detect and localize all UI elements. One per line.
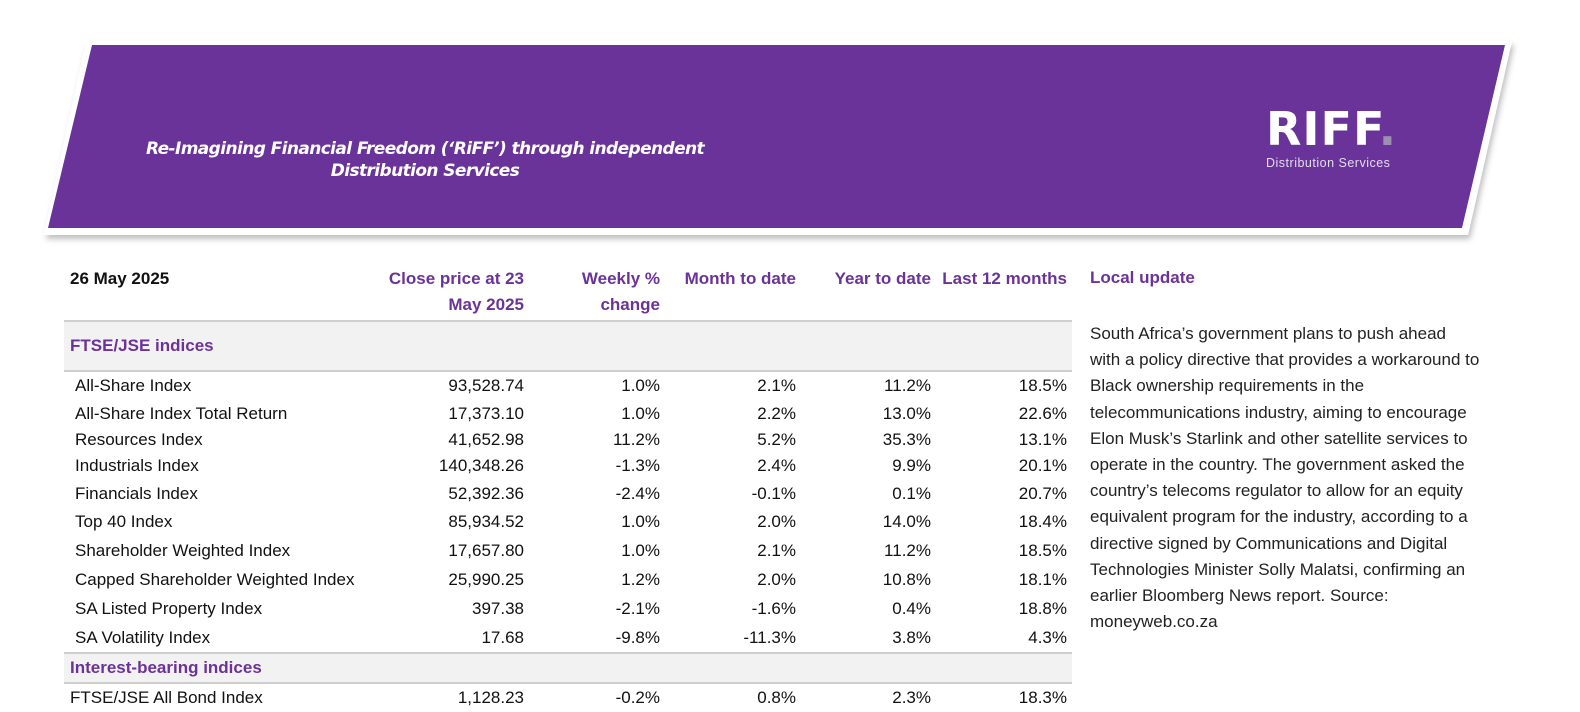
table-header: 26 May 2025 Close price at 23 May 2025 We… — [64, 262, 1072, 322]
row-close: 85,934.52 — [448, 512, 524, 531]
row-ytd: 3.8% — [892, 628, 931, 647]
table-row: Shareholder Weighted Index 17,657.80 1.0… — [64, 537, 1072, 566]
row-mtd: 0.8% — [757, 688, 796, 707]
col-year-to-date: Year to date — [834, 269, 931, 288]
table-row: SA Volatility Index 17.68 -9.8% -11.3% 3… — [64, 624, 1072, 652]
row-close: 93,528.74 — [448, 376, 524, 395]
row-weekly: 1.0% — [621, 512, 660, 531]
row-mtd: 2.1% — [757, 541, 796, 560]
row-weekly: -2.4% — [615, 484, 660, 503]
row-name: All-Share Index Total Return — [75, 404, 288, 423]
row-name: Shareholder Weighted Index — [75, 541, 291, 560]
row-ytd: 2.3% — [892, 688, 931, 707]
col-close-price: Close price at 23 May 2025 — [388, 269, 524, 314]
table-row: Industrials Index 140,348.26 -1.3% 2.4% … — [64, 452, 1072, 480]
market-table: 26 May 2025 Close price at 23 May 2025 We… — [64, 262, 1072, 712]
row-ytd: 0.4% — [892, 599, 931, 618]
row-close: 140,348.26 — [438, 456, 524, 475]
row-weekly: -0.2% — [615, 688, 660, 707]
row-name: Capped Shareholder Weighted Index — [75, 570, 355, 589]
local-update-panel: Local update South Africa’s government p… — [1090, 262, 1480, 635]
logo-dot: . — [1378, 102, 1398, 156]
row-name: Industrials Index — [75, 456, 199, 475]
row-close: 25,990.25 — [448, 570, 524, 589]
table-row: Top 40 Index 85,934.52 1.0% 2.0% 14.0% 1… — [64, 508, 1072, 537]
row-mtd: 2.0% — [757, 570, 796, 589]
row-weekly: -2.1% — [615, 599, 660, 618]
local-update-title: Local update — [1090, 268, 1195, 287]
row-mtd: -1.6% — [751, 599, 796, 618]
table-row: FTSE/JSE All Bond Index 1,128.23 -0.2% 0… — [64, 684, 1072, 712]
row-l12m: 18.5% — [1018, 376, 1067, 395]
row-l12m: 4.3% — [1028, 628, 1067, 647]
row-l12m: 20.1% — [1018, 456, 1067, 475]
row-mtd: 5.2% — [757, 430, 796, 449]
row-weekly: -1.3% — [615, 456, 660, 475]
row-l12m: 18.4% — [1018, 512, 1067, 531]
row-l12m: 22.6% — [1018, 404, 1067, 423]
logo-word: RIFF — [1266, 102, 1379, 156]
col-last-12-months: Last 12 months — [942, 269, 1067, 288]
table-row: All-Share Index 93,528.74 1.0% 2.1% 11.2… — [64, 372, 1072, 400]
row-ytd: 13.0% — [882, 404, 931, 423]
row-name: Financials Index — [75, 484, 198, 503]
row-weekly: 1.0% — [621, 376, 660, 395]
row-weekly: 1.0% — [621, 541, 660, 560]
section-ftse-jse-indices: FTSE/JSE indices — [64, 322, 1072, 372]
row-ytd: 9.9% — [892, 456, 931, 475]
section-title: FTSE/JSE indices — [70, 336, 214, 355]
riff-logo: RIFF. Distribution Services — [1266, 104, 1397, 170]
row-weekly: 1.0% — [621, 404, 660, 423]
table-row: Financials Index 52,392.36 -2.4% -0.1% 0… — [64, 480, 1072, 508]
local-update-body: South Africa’s government plans to push … — [1090, 324, 1480, 632]
row-close: 1,128.23 — [457, 688, 524, 707]
header-banner — [44, 41, 1512, 235]
row-mtd: -0.1% — [751, 484, 796, 503]
table-row: Capped Shareholder Weighted Index 25,990… — [64, 566, 1072, 595]
section-interest-bearing-indices: Interest-bearing indices — [64, 652, 1072, 684]
row-name: Top 40 Index — [75, 512, 173, 531]
row-weekly: 11.2% — [613, 430, 660, 449]
table-row: All-Share Index Total Return 17,373.10 1… — [64, 400, 1072, 426]
row-mtd: 2.2% — [757, 404, 796, 423]
row-ytd: 35.3% — [882, 430, 931, 449]
row-name: Resources Index — [75, 430, 203, 449]
row-mtd: 2.4% — [757, 456, 796, 475]
row-close: 17.68 — [481, 628, 524, 647]
row-l12m: 13.1% — [1018, 430, 1067, 449]
row-mtd: 2.1% — [757, 376, 796, 395]
row-name: All-Share Index — [75, 376, 192, 395]
row-mtd: 2.0% — [757, 512, 796, 531]
row-name: SA Volatility Index — [75, 628, 211, 647]
row-close: 17,373.10 — [448, 404, 524, 423]
logo-subtitle: Distribution Services — [1266, 156, 1391, 170]
row-l12m: 18.3% — [1018, 688, 1067, 707]
row-ytd: 10.8% — [882, 570, 931, 589]
row-close: 397.38 — [472, 599, 524, 618]
section-title: Interest-bearing indices — [70, 658, 262, 677]
row-close: 52,392.36 — [448, 484, 524, 503]
row-l12m: 18.1% — [1018, 570, 1067, 589]
row-mtd: -11.3% — [743, 628, 796, 647]
report-date: 26 May 2025 — [70, 269, 170, 288]
row-ytd: 0.1% — [892, 484, 931, 503]
table-row: SA Listed Property Index 397.38 -2.1% -1… — [64, 595, 1072, 624]
row-ytd: 11.2% — [884, 376, 931, 395]
col-month-to-date: Month to date — [684, 269, 796, 288]
col-weekly-change: Weekly % change — [581, 269, 660, 314]
table-row: Resources Index 41,652.98 11.2% 5.2% 35.… — [64, 426, 1072, 452]
row-l12m: 18.5% — [1018, 541, 1067, 560]
row-l12m: 20.7% — [1018, 484, 1067, 503]
row-close: 17,657.80 — [448, 541, 524, 560]
row-close: 41,652.98 — [448, 430, 524, 449]
row-weekly: -9.8% — [615, 628, 660, 647]
row-name: SA Listed Property Index — [75, 599, 263, 618]
row-ytd: 11.2% — [884, 541, 931, 560]
row-l12m: 18.8% — [1018, 599, 1067, 618]
row-name: FTSE/JSE All Bond Index — [70, 688, 263, 707]
row-weekly: 1.2% — [621, 570, 660, 589]
row-ytd: 14.0% — [882, 512, 931, 531]
header-tagline: Re-Imagining Financial Freedom (‘RiFF’) … — [145, 139, 705, 181]
